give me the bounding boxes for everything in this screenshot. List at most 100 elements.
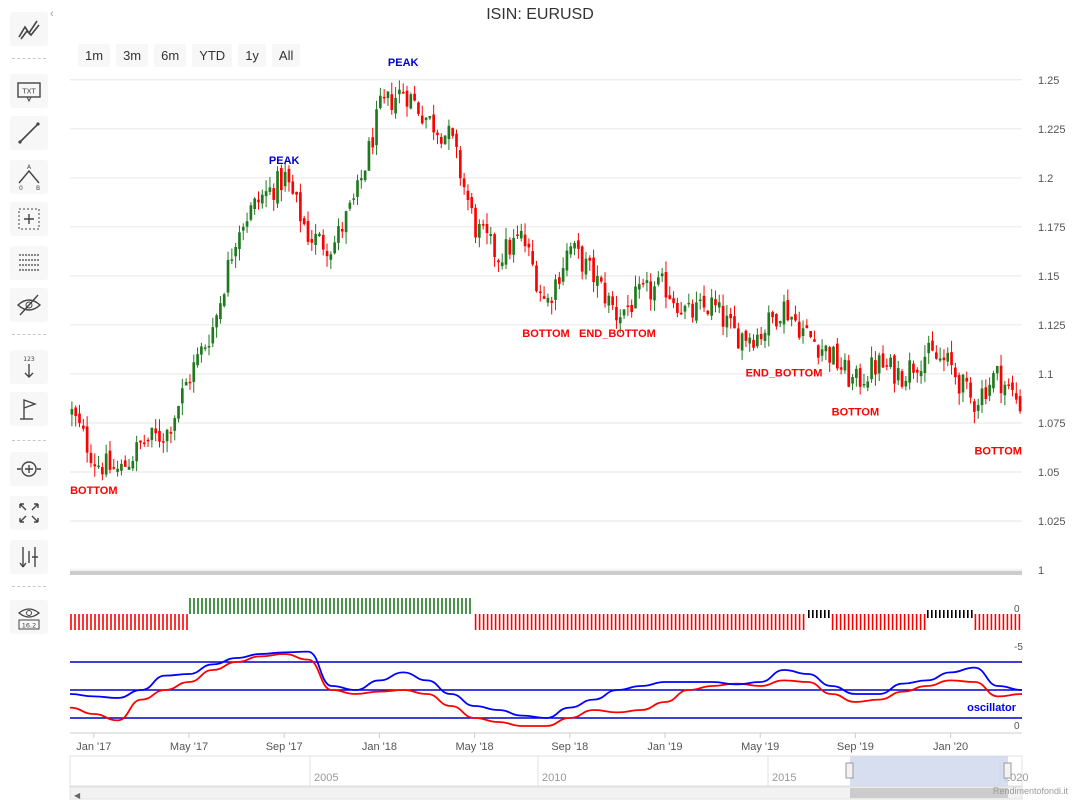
x-tick-label: Sep '19 (837, 741, 874, 753)
candle-body (912, 363, 915, 373)
y-tick-label: 1.025 (1038, 516, 1066, 528)
text-annotation-icon[interactable]: TXT (10, 74, 48, 108)
candle-body (401, 91, 405, 94)
candle-body (226, 260, 230, 293)
candle-body (455, 133, 458, 147)
candle-body (325, 250, 329, 257)
candle-body (752, 339, 755, 348)
candle-body (352, 198, 356, 200)
candle-body (946, 352, 950, 362)
candle-body (672, 298, 675, 304)
measure-label-0: 0 (19, 185, 23, 191)
candle-body (797, 321, 801, 338)
candle-body (999, 365, 1003, 394)
candle-body (485, 223, 489, 234)
candle-body (108, 450, 112, 470)
navigator-tick-label: 2015 (772, 772, 796, 784)
candle-body (1018, 396, 1022, 412)
candle-body (828, 347, 832, 363)
bottom-label: BOTTOM (974, 446, 1021, 458)
scrollbar-track (69, 786, 1023, 800)
range-3m-button[interactable]: 3m (116, 44, 149, 67)
oscillator-main-line (69, 650, 1023, 719)
candle-body (127, 466, 131, 470)
hide-drawings-icon[interactable] (10, 288, 48, 322)
zoom-in-icon[interactable] (10, 452, 48, 486)
range-all-button[interactable]: All (271, 44, 301, 67)
candle-body (200, 346, 203, 355)
candle-body (287, 168, 291, 183)
candle-body (447, 125, 451, 139)
trend-lines-icon[interactable] (10, 12, 48, 46)
range-1m-button[interactable]: 1m (78, 44, 111, 67)
navigator-handle-left (845, 762, 854, 779)
candle-body (995, 366, 999, 374)
candle-body (318, 233, 321, 236)
candle-body (177, 405, 180, 419)
candle-body (123, 460, 127, 467)
candle-body (599, 277, 603, 282)
fullscreen-icon[interactable] (10, 496, 48, 530)
candle-body (276, 171, 279, 204)
candle-body (432, 114, 435, 133)
candle-body (683, 305, 687, 312)
candle-body (131, 461, 135, 469)
candle-body (474, 207, 477, 238)
candle-body (942, 357, 946, 361)
candle-body (139, 440, 142, 443)
candle-body (706, 310, 710, 315)
candle-body (500, 262, 504, 267)
fibonacci-icon[interactable] (10, 246, 48, 280)
candle-body (611, 296, 614, 306)
candle-body (344, 211, 348, 233)
candle-body (896, 368, 900, 381)
vertical-counter-icon[interactable]: 123 (10, 350, 48, 384)
candle-body (519, 230, 523, 239)
candle-body (238, 232, 241, 249)
candle-body (862, 384, 866, 386)
candle-body (310, 239, 314, 243)
candle-body (748, 337, 752, 344)
candle-body (588, 257, 592, 261)
candle-body (717, 302, 721, 308)
signal-axis-label: 0 (1014, 604, 1020, 615)
range-ytd-button[interactable]: YTD (192, 44, 233, 67)
candle-body (756, 334, 759, 347)
candle-body (626, 305, 630, 308)
candle-body (835, 343, 839, 369)
collapse-toolbar-icon[interactable]: ‹ (50, 8, 54, 20)
candle-body (969, 382, 972, 398)
range-1y-button[interactable]: 1y (238, 44, 266, 67)
range-6m-button[interactable]: 6m (154, 44, 187, 67)
candle-body (992, 373, 995, 389)
candle-body (550, 300, 554, 303)
candle-body (466, 190, 470, 201)
line-tool-icon[interactable] (10, 116, 48, 150)
candle-body (443, 135, 447, 145)
x-tick-label: May '17 (170, 741, 208, 753)
candle-body (900, 371, 904, 387)
candle-body (120, 463, 123, 471)
candle-body (813, 339, 816, 342)
candle-body (893, 355, 896, 384)
measure-icon[interactable]: A 0 B (10, 160, 48, 194)
candle-body (356, 180, 359, 197)
current-price-icon[interactable] (10, 540, 48, 574)
candle-body (839, 367, 843, 370)
x-tick-label: May '18 (456, 741, 494, 753)
candle-body (321, 234, 325, 250)
candle-body (927, 342, 931, 354)
indicators-icon[interactable]: 16.2 (10, 600, 48, 634)
candle-body (843, 359, 847, 371)
candle-body (260, 194, 264, 204)
zoom-box-icon[interactable] (10, 202, 48, 236)
candle-body (820, 349, 824, 356)
candle-body (885, 365, 889, 367)
candle-body (181, 388, 184, 404)
candle-body (508, 239, 512, 255)
flag-icon[interactable] (10, 392, 48, 426)
candle-body (538, 291, 542, 294)
candle-body (413, 93, 416, 101)
candle-body (382, 96, 386, 99)
